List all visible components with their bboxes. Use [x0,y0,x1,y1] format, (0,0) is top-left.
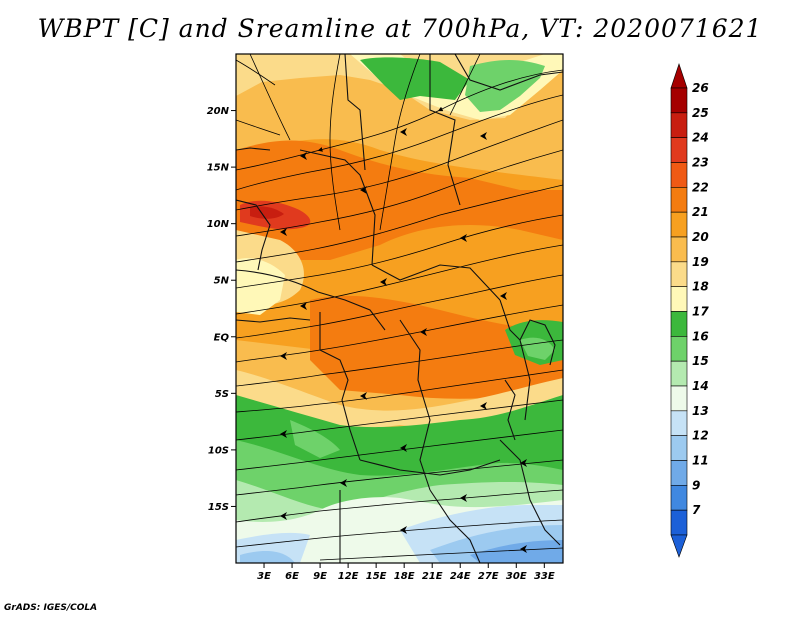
colorbar-label: 18 [692,280,709,294]
streamline-arrows [280,128,527,553]
lat-tick-label: 5N [214,276,230,287]
colorbar-label: 15 [692,354,709,368]
lon-tick-label: 21E [422,571,443,582]
lon-tick-label: 24E [450,571,471,582]
lat-tick-label: 15N [207,163,230,174]
colorbar-label: 11 [692,454,709,468]
colorbar-label: 17 [692,305,709,319]
lat-tick-label: 20N [207,106,230,117]
colorbar-label: 19 [692,255,709,269]
colorbar-swatch [670,485,688,511]
colorbar-label: 14 [692,379,709,393]
colorbar-label: 16 [692,329,709,343]
colorbar-label: 23 [692,156,709,170]
colorbar-label: 25 [692,106,709,120]
lon-tick-label: 33E [534,571,555,582]
lon-tick-label: 30E [506,571,527,582]
lon-tick-label: 9E [313,571,327,582]
colorbar-swatch [670,211,688,238]
colorbar-swatch [670,236,688,263]
colorbar-label: 20 [692,230,709,244]
colorbar-swatch [670,87,688,114]
colorbar-swatch [670,112,688,138]
colorbar-swatch [670,336,688,362]
lat-tick-label: 10S [208,445,229,456]
colorbar-swatch [670,187,688,213]
colorbar-swatch [670,460,688,486]
colorbar-label: 9 [692,478,700,492]
lon-tick-label: 15E [366,571,387,582]
colorbar-swatch [670,162,688,188]
colorbar-label: 12 [692,429,709,443]
colorbar-label: 7 [692,503,701,517]
lon-tick-label: 27E [478,571,499,582]
lat-tick-label: 5S [215,389,229,400]
lat-tick-label: 10N [207,219,230,230]
colorbar-label: 26 [692,81,709,95]
country-borders [236,54,563,563]
colorbar-label: 22 [692,180,709,194]
colorbar-label: 13 [692,404,709,418]
colorbar-swatch [670,261,688,287]
lon-tick-label: 6E [285,571,299,582]
colorbar: 26 25 24 23 22 21 20 19 18 17 16 15 14 13 12 11 9 7 [670,63,709,558]
colorbar-min-arrow [670,534,688,558]
grads-credit: GrADS: IGES/COLA [4,603,98,613]
colorbar-swatch [670,137,688,163]
colorbar-swatch [670,385,688,412]
colorbar-swatch [670,311,688,337]
colorbar-label: 24 [692,131,709,145]
chart-title: WBPT [C] and Sreamline at 700hPa, VT: 20… [37,14,763,43]
map-frame [235,53,564,564]
colorbar-swatch [670,410,688,436]
colorbar-swatch [670,286,688,312]
longitude-axis: 3E 6E 9E 12E 15E 18E 21E 24E 27E 30E 33E [257,563,555,582]
map-area [236,54,563,563]
colorbar-label: 21 [692,205,709,219]
lon-tick-label: 12E [338,571,359,582]
lon-tick-label: 3E [257,571,271,582]
colorbar-swatch [670,360,688,387]
colorbar-max-arrow [670,63,688,89]
colorbar-swatch [670,509,688,536]
lat-tick-label: 15S [208,502,229,513]
lat-tick-label: EQ [214,332,230,343]
lon-tick-label: 18E [394,571,415,582]
colorbar-swatch [670,435,688,461]
latitude-axis: 20N 15N 10N 5N EQ 5S 10S 15S [207,106,236,513]
